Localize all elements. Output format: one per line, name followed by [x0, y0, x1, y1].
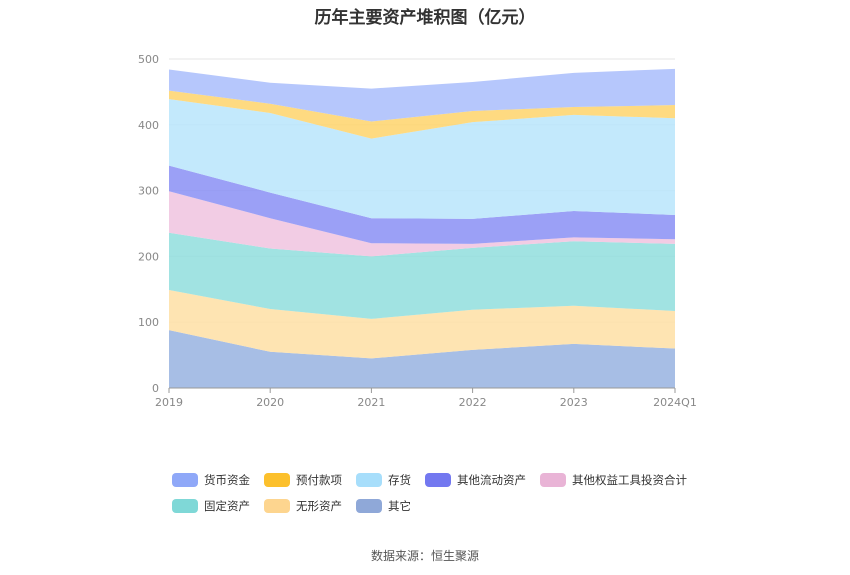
legend-swatch	[540, 473, 566, 487]
legend-label: 无形资产	[296, 499, 342, 513]
area-series-2[interactable]	[169, 232, 675, 319]
legend-item[interactable]: 货币资金	[172, 472, 250, 488]
legend-swatch	[356, 473, 382, 487]
legend-swatch	[264, 499, 290, 513]
y-tick-label: 100	[138, 316, 159, 329]
legend-item[interactable]: 其他流动资产	[425, 472, 526, 488]
axes: 0 100 200 300 400 500 2019 2020 2021 2022 2023 2024…	[138, 53, 697, 409]
x-tick-label: 2022	[459, 396, 487, 409]
legend-item[interactable]: 固定资产	[172, 498, 250, 514]
y-tick-label: 400	[138, 119, 159, 132]
x-tick-label: 2024Q1	[653, 396, 697, 409]
area-series-0[interactable]	[169, 330, 675, 388]
legend-swatch	[425, 473, 451, 487]
area-series-5[interactable]	[169, 99, 675, 219]
legend-swatch	[264, 473, 290, 487]
legend-label: 存货	[388, 473, 411, 487]
legend-swatch	[172, 499, 198, 513]
y-tick-label: 0	[152, 382, 159, 395]
legend-item[interactable]: 无形资产	[264, 498, 342, 514]
area-series-3[interactable]	[169, 191, 675, 257]
x-tick-label: 2023	[560, 396, 588, 409]
chart-title: 历年主要资产堆积图（亿元）	[314, 8, 536, 28]
legend-label: 预付款项	[296, 473, 342, 487]
legend-swatch	[172, 473, 198, 487]
area-series-7[interactable]	[169, 68, 675, 122]
x-tick-label: 2019	[155, 396, 183, 409]
x-tick-label: 2020	[256, 396, 284, 409]
area-series-1[interactable]	[169, 289, 675, 359]
legend-item[interactable]: 其他权益工具投资合计	[540, 472, 687, 488]
x-tick-label: 2021	[357, 396, 385, 409]
legend-item[interactable]: 存货	[356, 472, 411, 488]
legend-label: 其它	[388, 499, 411, 513]
legend-label: 货币资金	[204, 473, 250, 487]
legend-item[interactable]: 其它	[356, 498, 411, 514]
legend-label: 其他权益工具投资合计	[572, 473, 687, 487]
area-series-4[interactable]	[169, 165, 675, 244]
y-tick-label: 200	[138, 250, 159, 263]
y-tick-label: 300	[138, 185, 159, 198]
chart-legend: 货币资金 预付款项 存货 其他流动资产 其他权益工具投资合计固定资产 无形资产 其它	[172, 472, 692, 514]
area-series-6[interactable]	[169, 90, 675, 139]
legend-label: 其他流动资产	[457, 473, 526, 487]
area-series-layer	[169, 68, 675, 388]
legend-swatch	[356, 499, 382, 513]
legend-item[interactable]: 预付款项	[264, 472, 342, 488]
data-source-note: 数据来源：恒生聚源	[370, 549, 479, 563]
y-tick-label: 500	[138, 53, 159, 66]
legend-label: 固定资产	[204, 499, 250, 513]
